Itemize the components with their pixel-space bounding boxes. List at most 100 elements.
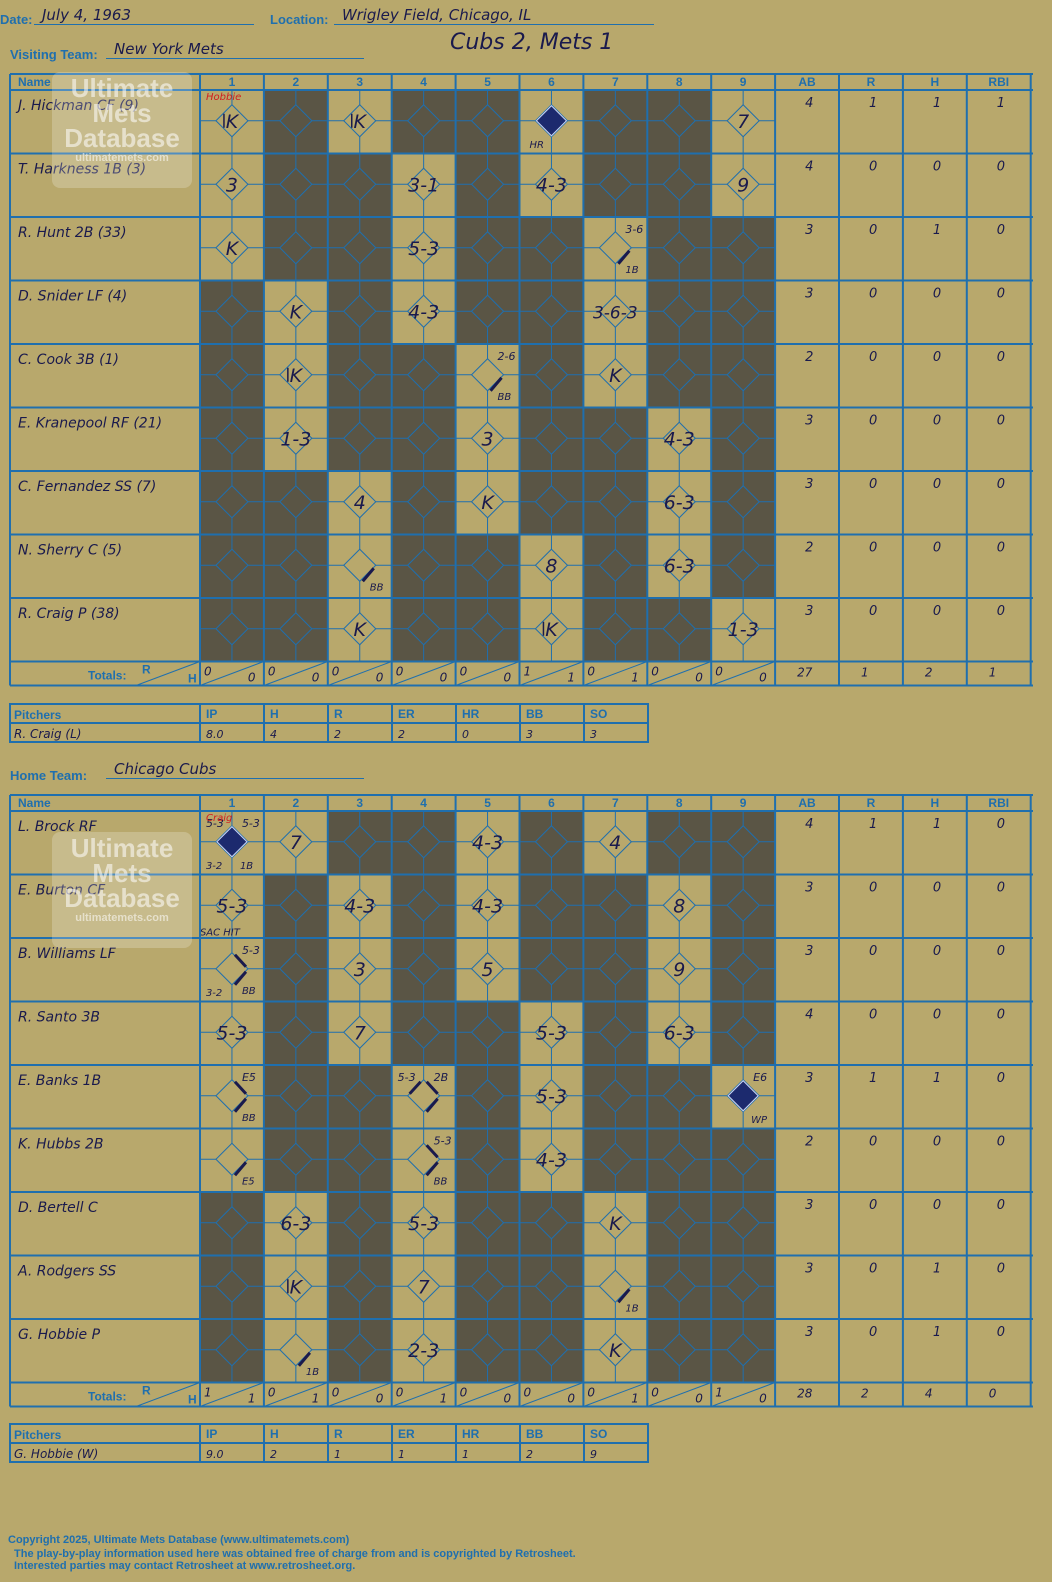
player-name: A. Rodgers SS	[17, 1264, 116, 1280]
player-stat: 1	[933, 817, 941, 832]
play-notation: 5	[482, 959, 494, 981]
pitcher-change-note: Hobbie	[206, 92, 241, 103]
base-diamond-icon	[534, 485, 569, 519]
inning-hits-total: 0	[759, 671, 767, 685]
player-stat: 4	[805, 160, 813, 175]
base-diamond-icon	[343, 1333, 377, 1367]
run-scored-diamond-icon	[535, 105, 568, 137]
base-diamond-icon	[279, 104, 313, 138]
base-diamond-icon	[470, 825, 505, 859]
base-diamond-icon	[534, 952, 569, 986]
play-notation: 4	[354, 492, 366, 514]
inning-hits-total: 1	[567, 671, 575, 685]
inning-runs-total: 0	[204, 665, 212, 679]
base-diamond-icon	[470, 358, 505, 392]
base-diamond-icon	[534, 294, 569, 328]
base-diamond-icon	[470, 104, 505, 138]
base-diamond-icon	[470, 1079, 505, 1113]
play-notation: 6-3	[664, 492, 695, 514]
hit-path-icon	[233, 1097, 248, 1113]
base-diamond-icon	[470, 1015, 505, 1049]
player-stat: 0	[869, 881, 877, 896]
base-diamond-icon	[215, 1269, 249, 1303]
play-notation: 1-3	[728, 619, 759, 641]
player-stat: 3	[805, 477, 813, 492]
team-stat-total: 1	[861, 666, 869, 680]
name-column-header: Name	[18, 75, 51, 89]
base-diamond-icon	[406, 612, 441, 646]
player-stat: 0	[997, 881, 1005, 896]
pitching-stat-header: IP	[206, 707, 217, 721]
base-diamond-icon	[726, 888, 760, 922]
inning-runs-total: 0	[651, 665, 659, 679]
base-diamond-icon	[279, 358, 313, 392]
inning-header: 1	[229, 796, 236, 810]
inning-header: 7	[612, 75, 619, 89]
location-value: Wrigley Field, Chicago, IL	[334, 6, 654, 25]
inning-runs-total: 1	[204, 1386, 212, 1400]
base-diamond-icon	[406, 1079, 441, 1113]
hit-type: BB	[370, 582, 384, 593]
stat-header: AB	[798, 75, 816, 89]
player-stat: 0	[869, 1135, 877, 1150]
base-diamond-icon	[406, 1333, 441, 1367]
home-team-label: Home Team:	[10, 768, 88, 783]
hit-path-icon	[489, 376, 503, 392]
player-stat: 0	[869, 1198, 877, 1213]
base-diamond-icon	[534, 1142, 569, 1176]
base-diamond-icon	[598, 612, 633, 646]
play-corner-note: E5	[242, 1071, 256, 1084]
play-notation: 6-3	[664, 555, 695, 577]
base-diamond-icon	[279, 1079, 313, 1113]
stat-header: AB	[798, 796, 816, 810]
hit-path-icon	[425, 1161, 439, 1177]
player-stat: 0	[997, 1325, 1005, 1340]
hit-path-icon	[617, 249, 631, 265]
player-stat: 1	[933, 1262, 941, 1277]
inning-header: 3	[356, 796, 363, 810]
date-label: Date:	[0, 12, 33, 27]
player-stat: 0	[933, 604, 941, 619]
player-stat: 0	[997, 223, 1005, 238]
inning-runs-total: 0	[332, 1386, 340, 1400]
play-notation: 7	[737, 111, 749, 133]
base-diamond-icon	[598, 888, 633, 922]
base-diamond-icon	[534, 612, 569, 646]
inning-runs-total: 0	[715, 665, 723, 679]
team-stat-total: 4	[925, 1387, 933, 1401]
play-notation: 3-1	[408, 174, 439, 196]
team-stat-total: 2	[861, 1387, 869, 1401]
player-stat: 0	[869, 1008, 877, 1023]
base-diamond-icon	[343, 104, 377, 138]
player-stat: 2	[805, 1135, 813, 1150]
base-diamond-icon	[343, 1015, 377, 1049]
player-name: L. Brock RF	[18, 819, 98, 835]
base-diamond-icon	[534, 888, 569, 922]
play-note: HR	[529, 140, 543, 151]
player-stat: 1	[933, 223, 941, 238]
player-name: E. Banks 1B	[18, 1073, 101, 1089]
player-stat: 0	[933, 1135, 941, 1150]
base-diamond-icon	[215, 294, 249, 328]
play-corner-note: 5-3	[206, 817, 224, 830]
base-diamond-icon	[343, 231, 377, 265]
base-diamond-icon	[279, 888, 313, 922]
player-name: K. Hubbs 2B	[18, 1137, 104, 1153]
base-diamond-icon	[726, 231, 760, 265]
player-stat: 0	[869, 160, 877, 175]
base-diamond-icon	[598, 1079, 633, 1113]
run-scored-diamond-icon	[216, 826, 248, 858]
base-diamond-icon	[534, 825, 569, 859]
base-diamond-icon	[726, 167, 760, 201]
base-diamond-icon	[534, 1269, 569, 1303]
play-notation: 9	[673, 959, 685, 981]
player-stat: 0	[869, 477, 877, 492]
inning-hits-total: 0	[376, 1392, 384, 1406]
pitching-stat-header: R	[334, 707, 343, 721]
base-diamond-icon	[215, 548, 249, 582]
base-diamond-icon	[343, 888, 377, 922]
base-diamond-icon	[406, 231, 441, 265]
base-diamond-icon	[279, 825, 313, 859]
play-notation: 4	[609, 832, 621, 854]
inning-header: 5	[484, 75, 491, 89]
